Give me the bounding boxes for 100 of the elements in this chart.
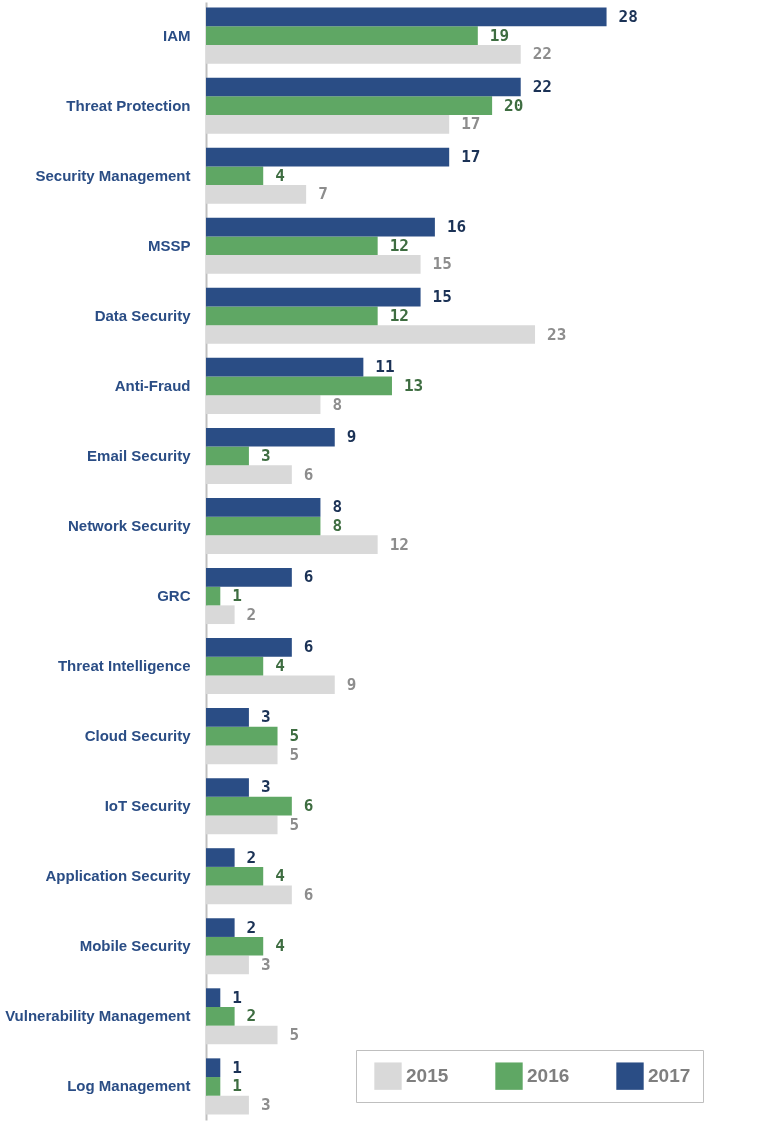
bar bbox=[206, 936, 264, 956]
bar bbox=[206, 217, 435, 237]
data-label: 22 bbox=[532, 44, 552, 64]
bar bbox=[206, 306, 378, 326]
bar bbox=[206, 147, 450, 167]
y-tick-label: GRC bbox=[157, 587, 191, 605]
bar bbox=[206, 1006, 235, 1026]
bar bbox=[206, 955, 249, 975]
bar bbox=[206, 376, 392, 396]
data-label: 1 bbox=[232, 1057, 242, 1077]
y-tick-label: Threat Intelligence bbox=[57, 657, 191, 675]
bar bbox=[206, 848, 235, 867]
y-tick-label: MSSP bbox=[147, 236, 191, 254]
data-label: 3 bbox=[260, 777, 271, 797]
y-tick-label: Application Security bbox=[45, 867, 192, 885]
data-label: 3 bbox=[260, 445, 271, 465]
y-tick-label: Network Security bbox=[67, 516, 192, 534]
bar bbox=[206, 7, 607, 27]
legend-label: 2015 bbox=[406, 1065, 449, 1087]
y-tick-label: Email Security bbox=[87, 446, 192, 464]
data-label: 12 bbox=[389, 305, 409, 325]
data-label: 7 bbox=[318, 184, 328, 204]
data-label: 17 bbox=[461, 114, 481, 134]
y-tick-label: Mobile Security bbox=[79, 937, 192, 955]
data-label: 20 bbox=[504, 95, 524, 115]
bar bbox=[206, 497, 321, 517]
data-label: 19 bbox=[489, 25, 510, 45]
bar bbox=[206, 918, 235, 937]
bar bbox=[206, 465, 292, 484]
bar bbox=[206, 815, 278, 835]
data-label: 15 bbox=[432, 254, 452, 274]
data-label: 17 bbox=[461, 147, 481, 167]
bar bbox=[206, 1025, 278, 1045]
data-label: 8 bbox=[332, 515, 343, 535]
data-label: 8 bbox=[332, 497, 343, 517]
bar bbox=[206, 96, 493, 116]
y-tick-label: Anti-Fraud bbox=[114, 376, 191, 394]
y-tick-label: Data Security bbox=[94, 306, 192, 324]
bar bbox=[206, 325, 536, 344]
bar bbox=[206, 357, 364, 377]
data-label: 11 bbox=[375, 357, 395, 377]
data-label: 1 bbox=[232, 586, 242, 606]
bar bbox=[206, 568, 292, 587]
data-label: 12 bbox=[389, 235, 409, 255]
data-label: 2 bbox=[246, 1006, 257, 1026]
data-label: 5 bbox=[289, 726, 300, 746]
bar bbox=[206, 427, 335, 447]
data-label: 8 bbox=[332, 394, 343, 414]
bar bbox=[206, 638, 292, 657]
bar bbox=[206, 1077, 221, 1096]
bar bbox=[206, 988, 221, 1007]
legend-label: 2017 bbox=[648, 1065, 691, 1087]
data-label: 12 bbox=[389, 534, 409, 554]
data-label: 4 bbox=[275, 936, 285, 956]
data-label: 3 bbox=[260, 707, 271, 727]
data-label: 6 bbox=[303, 637, 314, 657]
data-label: 22 bbox=[532, 76, 552, 96]
bar bbox=[206, 885, 292, 905]
bar bbox=[206, 166, 264, 186]
y-tick-label: Security Management bbox=[35, 166, 191, 184]
data-label: 23 bbox=[547, 324, 567, 344]
bar bbox=[206, 26, 478, 45]
legend-label: 2016 bbox=[527, 1065, 570, 1087]
data-label: 3 bbox=[260, 1095, 271, 1115]
bar bbox=[206, 516, 321, 536]
data-label: 6 bbox=[303, 796, 314, 816]
bar bbox=[206, 656, 264, 676]
data-label: 2 bbox=[246, 604, 257, 624]
y-tick-label: IoT Security bbox=[104, 797, 192, 815]
bar bbox=[206, 395, 321, 414]
bar bbox=[206, 708, 249, 727]
data-label: 6 bbox=[303, 464, 314, 484]
data-label: 9 bbox=[346, 427, 357, 447]
bar bbox=[206, 796, 292, 816]
bar bbox=[206, 236, 378, 256]
data-label: 6 bbox=[303, 884, 314, 904]
data-label: 15 bbox=[432, 287, 452, 307]
data-label: 3 bbox=[260, 954, 271, 974]
y-tick-label: Vulnerability Management bbox=[5, 1007, 191, 1025]
bar bbox=[206, 287, 421, 307]
data-label: 16 bbox=[446, 217, 467, 237]
bar bbox=[206, 115, 450, 134]
data-label: 4 bbox=[275, 656, 285, 676]
bar bbox=[206, 778, 249, 797]
data-label: 5 bbox=[289, 814, 300, 834]
bar bbox=[206, 535, 378, 554]
bar bbox=[206, 866, 264, 886]
bar bbox=[206, 675, 335, 695]
data-label: 1 bbox=[232, 987, 242, 1007]
bar bbox=[206, 726, 278, 746]
data-label: 5 bbox=[289, 744, 300, 764]
bar bbox=[206, 185, 307, 204]
bar bbox=[206, 255, 421, 274]
data-label: 4 bbox=[275, 165, 285, 185]
bar bbox=[206, 1058, 221, 1078]
bar bbox=[206, 1095, 249, 1115]
data-label: 6 bbox=[303, 567, 314, 587]
data-label: 2 bbox=[246, 847, 257, 867]
y-tick-label: Cloud Security bbox=[84, 727, 192, 745]
data-label: 4 bbox=[275, 866, 285, 886]
